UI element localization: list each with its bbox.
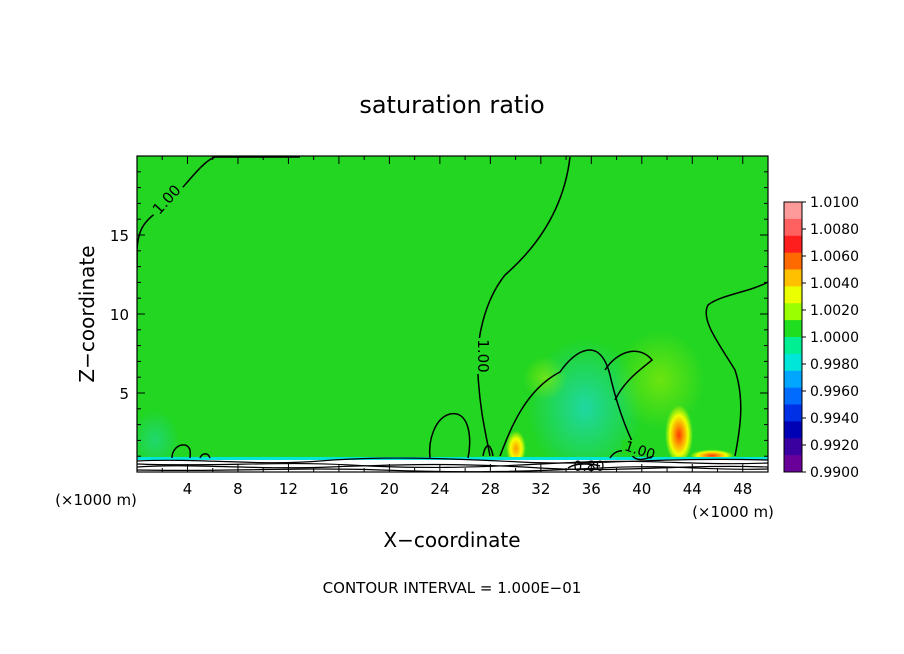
colorbar-label: 1.0100 [810, 195, 859, 211]
x-axis-ticks: 4 8 12 16 20 24 28 32 36 40 44 48 [161, 156, 752, 498]
field-features: 1.00 1.00 1.00 0.80 [137, 156, 768, 475]
colorbar-label: 0.9920 [810, 438, 859, 454]
colorbar-swatch [784, 303, 802, 321]
colorbar-swatch [784, 286, 802, 304]
colorbar-swatch [784, 320, 802, 338]
colorbar-label: 0.9980 [810, 357, 859, 373]
contour-interval-note: CONTOUR INTERVAL = 1.000E−01 [323, 579, 582, 597]
x-tick-label: 8 [233, 480, 243, 498]
colorbar-swatch [784, 387, 802, 405]
cyan-region-left [137, 410, 180, 470]
x-tick-label: 32 [531, 480, 550, 498]
colorbar-labels: 1.0100 1.0080 1.0060 1.0040 1.0020 1.0000 0.99… [802, 195, 859, 481]
x-tick-label: 36 [582, 480, 601, 498]
x-unit-right: (×1000 m) [692, 503, 774, 521]
x-axis-label: X−coordinate [383, 528, 520, 552]
hot-region [665, 402, 693, 462]
colorbar-label: 1.0000 [810, 330, 859, 346]
y-tick-label: 15 [110, 227, 129, 245]
colorbar-label: 1.0040 [810, 276, 859, 292]
colorbar-swatch [784, 455, 802, 473]
colorbar-swatch [784, 353, 802, 372]
colorbar-swatch [784, 438, 802, 456]
x-tick-label: 44 [683, 480, 702, 498]
colorbar-swatch [784, 421, 802, 439]
colorbar-label: 0.9900 [810, 465, 859, 481]
colorbar-label: 1.0060 [810, 249, 859, 265]
x-tick-label: 48 [733, 480, 752, 498]
contour-label: 0.80 [573, 459, 604, 475]
colorbar-swatch [784, 252, 802, 270]
x-tick-label: 16 [329, 480, 348, 498]
x-tick-label: 40 [632, 480, 651, 498]
y-tick-label: 5 [119, 385, 129, 403]
contour-label: 1.00 [474, 339, 492, 372]
x-tick-label: 24 [430, 480, 449, 498]
x-tick-label: 28 [481, 480, 500, 498]
colorbar-swatch [784, 235, 802, 254]
colorbar-label: 1.0020 [810, 303, 859, 319]
colorbar [783, 201, 803, 473]
colorbar-label: 1.0080 [810, 222, 859, 238]
colorbar-label: 0.9940 [810, 411, 859, 427]
colorbar-swatch [784, 370, 802, 389]
light-region-2 [523, 356, 567, 400]
x-tick-label: 4 [183, 480, 193, 498]
colorbar-swatch [784, 337, 802, 355]
y-tick-label: 10 [110, 306, 129, 324]
y-axis-label: Z−coordinate [75, 245, 99, 382]
x-tick-label: 20 [380, 480, 399, 498]
warm-region [506, 427, 526, 463]
x-unit-left: (×1000 m) [55, 491, 137, 509]
y-axis-ticks: 5 10 15 [110, 171, 768, 457]
colorbar-swatch [784, 404, 802, 422]
colorbar-swatch [784, 218, 802, 237]
colorbar-swatch [784, 269, 802, 287]
contour-label-group: 1.00 1.00 1.00 0.80 [145, 178, 658, 475]
colorbar-swatch [784, 202, 802, 220]
colorbar-label: 0.9960 [810, 384, 859, 400]
plot-area: 1.00 1.00 1.00 0.80 [136, 155, 769, 475]
x-tick-label: 12 [279, 480, 298, 498]
chart-title: saturation ratio [359, 91, 544, 119]
